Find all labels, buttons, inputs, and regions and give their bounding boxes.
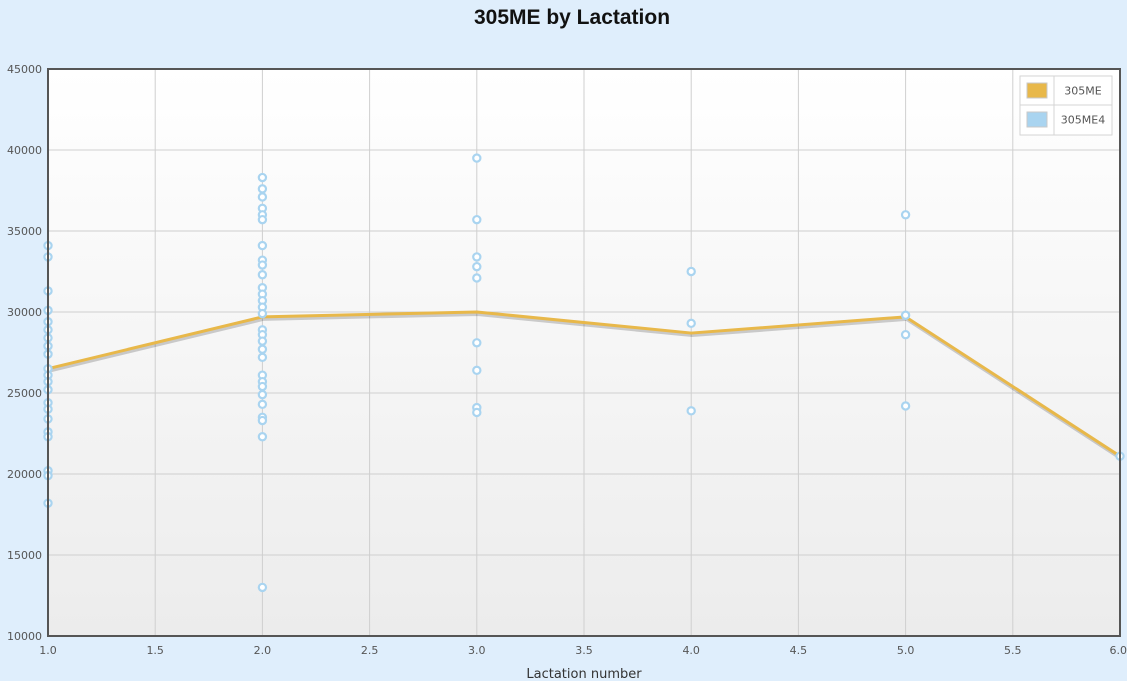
y-tick-label: 45000 <box>7 63 42 76</box>
x-tick-label: 6.0 <box>1110 644 1127 657</box>
data-point-305me4[interactable] <box>257 336 268 346</box>
data-point-305me4[interactable] <box>257 415 268 426</box>
legend-label-305me4: 305ME4 <box>1061 114 1105 127</box>
data-point-305me4[interactable] <box>472 261 482 272</box>
legend-label-305me: 305ME <box>1064 85 1101 98</box>
x-tick-label: 2.0 <box>254 644 272 657</box>
data-point-305me4[interactable] <box>257 389 268 400</box>
data-point-305me4[interactable] <box>472 407 482 418</box>
y-tick-label: 25000 <box>7 387 42 400</box>
y-tick-label: 30000 <box>7 306 42 319</box>
data-point-305me4[interactable] <box>472 365 482 376</box>
y-tick-label: 10000 <box>7 630 42 643</box>
x-tick-label: 3.0 <box>468 644 486 657</box>
x-axis-ticks: 1.0 1.5 2.0 2.5 3.0 3.5 4.0 4.5 5.0 5.5 6.0 <box>39 644 1127 657</box>
data-point-305me4[interactable] <box>472 153 482 163</box>
data-point-305me4[interactable] <box>900 310 911 320</box>
data-point-305me4[interactable] <box>257 214 268 225</box>
chart-title: 305ME by Lactation <box>474 6 670 29</box>
y-axis-ticks: 10000 15000 20000 25000 30000 35000 40000 45000 <box>7 63 42 643</box>
data-point-305me4[interactable] <box>257 192 268 202</box>
x-tick-label: 4.0 <box>682 644 700 657</box>
data-point-305me4[interactable] <box>472 252 482 262</box>
x-tick-label: 4.5 <box>790 644 808 657</box>
data-point-305me4[interactable] <box>900 329 911 340</box>
x-tick-label: 5.5 <box>1004 644 1022 657</box>
series-layer <box>43 153 1125 593</box>
data-point-305me4[interactable] <box>257 381 268 392</box>
series-305me-line <box>47 310 1121 458</box>
data-point-305me4[interactable] <box>900 401 911 411</box>
y-tick-label: 15000 <box>7 549 42 562</box>
data-point-305me4[interactable] <box>686 318 696 329</box>
data-point-305me4[interactable] <box>257 432 268 442</box>
legend-swatch-305me4 <box>1026 111 1048 128</box>
plot-frame <box>47 68 1121 637</box>
data-point-305me4[interactable] <box>686 266 696 277</box>
data-point-305me4[interactable] <box>686 406 696 416</box>
x-tick-label: 3.5 <box>575 644 593 657</box>
data-point-305me4[interactable] <box>257 184 268 194</box>
data-point-305me4[interactable] <box>257 270 268 280</box>
data-point-305me4[interactable] <box>257 344 268 354</box>
data-point-305me4[interactable] <box>257 582 268 593</box>
data-point-305me4[interactable] <box>472 214 482 225</box>
data-point-305me4[interactable] <box>257 172 268 183</box>
y-tick-label: 35000 <box>7 225 42 238</box>
x-axis-title: Lactation number <box>526 667 642 681</box>
x-tick-label: 1.5 <box>146 644 164 657</box>
y-tick-label: 20000 <box>7 468 42 481</box>
x-tick-label: 5.0 <box>897 644 915 657</box>
data-point-305me4[interactable] <box>472 273 482 283</box>
y-tick-label: 40000 <box>7 144 42 157</box>
data-point-305me4[interactable] <box>472 338 482 348</box>
data-point-305me4[interactable] <box>257 240 268 251</box>
legend-swatch-305me <box>1026 82 1048 99</box>
data-point-305me4[interactable] <box>257 399 268 410</box>
data-point-305me4[interactable] <box>257 308 268 319</box>
legend: 305ME 305ME4 <box>1019 75 1113 136</box>
x-tick-label: 2.5 <box>361 644 379 657</box>
data-point-305me4[interactable] <box>257 260 268 270</box>
data-point-305me4[interactable] <box>257 352 268 363</box>
x-tick-label: 1.0 <box>39 644 57 657</box>
data-point-305me4[interactable] <box>900 210 911 220</box>
